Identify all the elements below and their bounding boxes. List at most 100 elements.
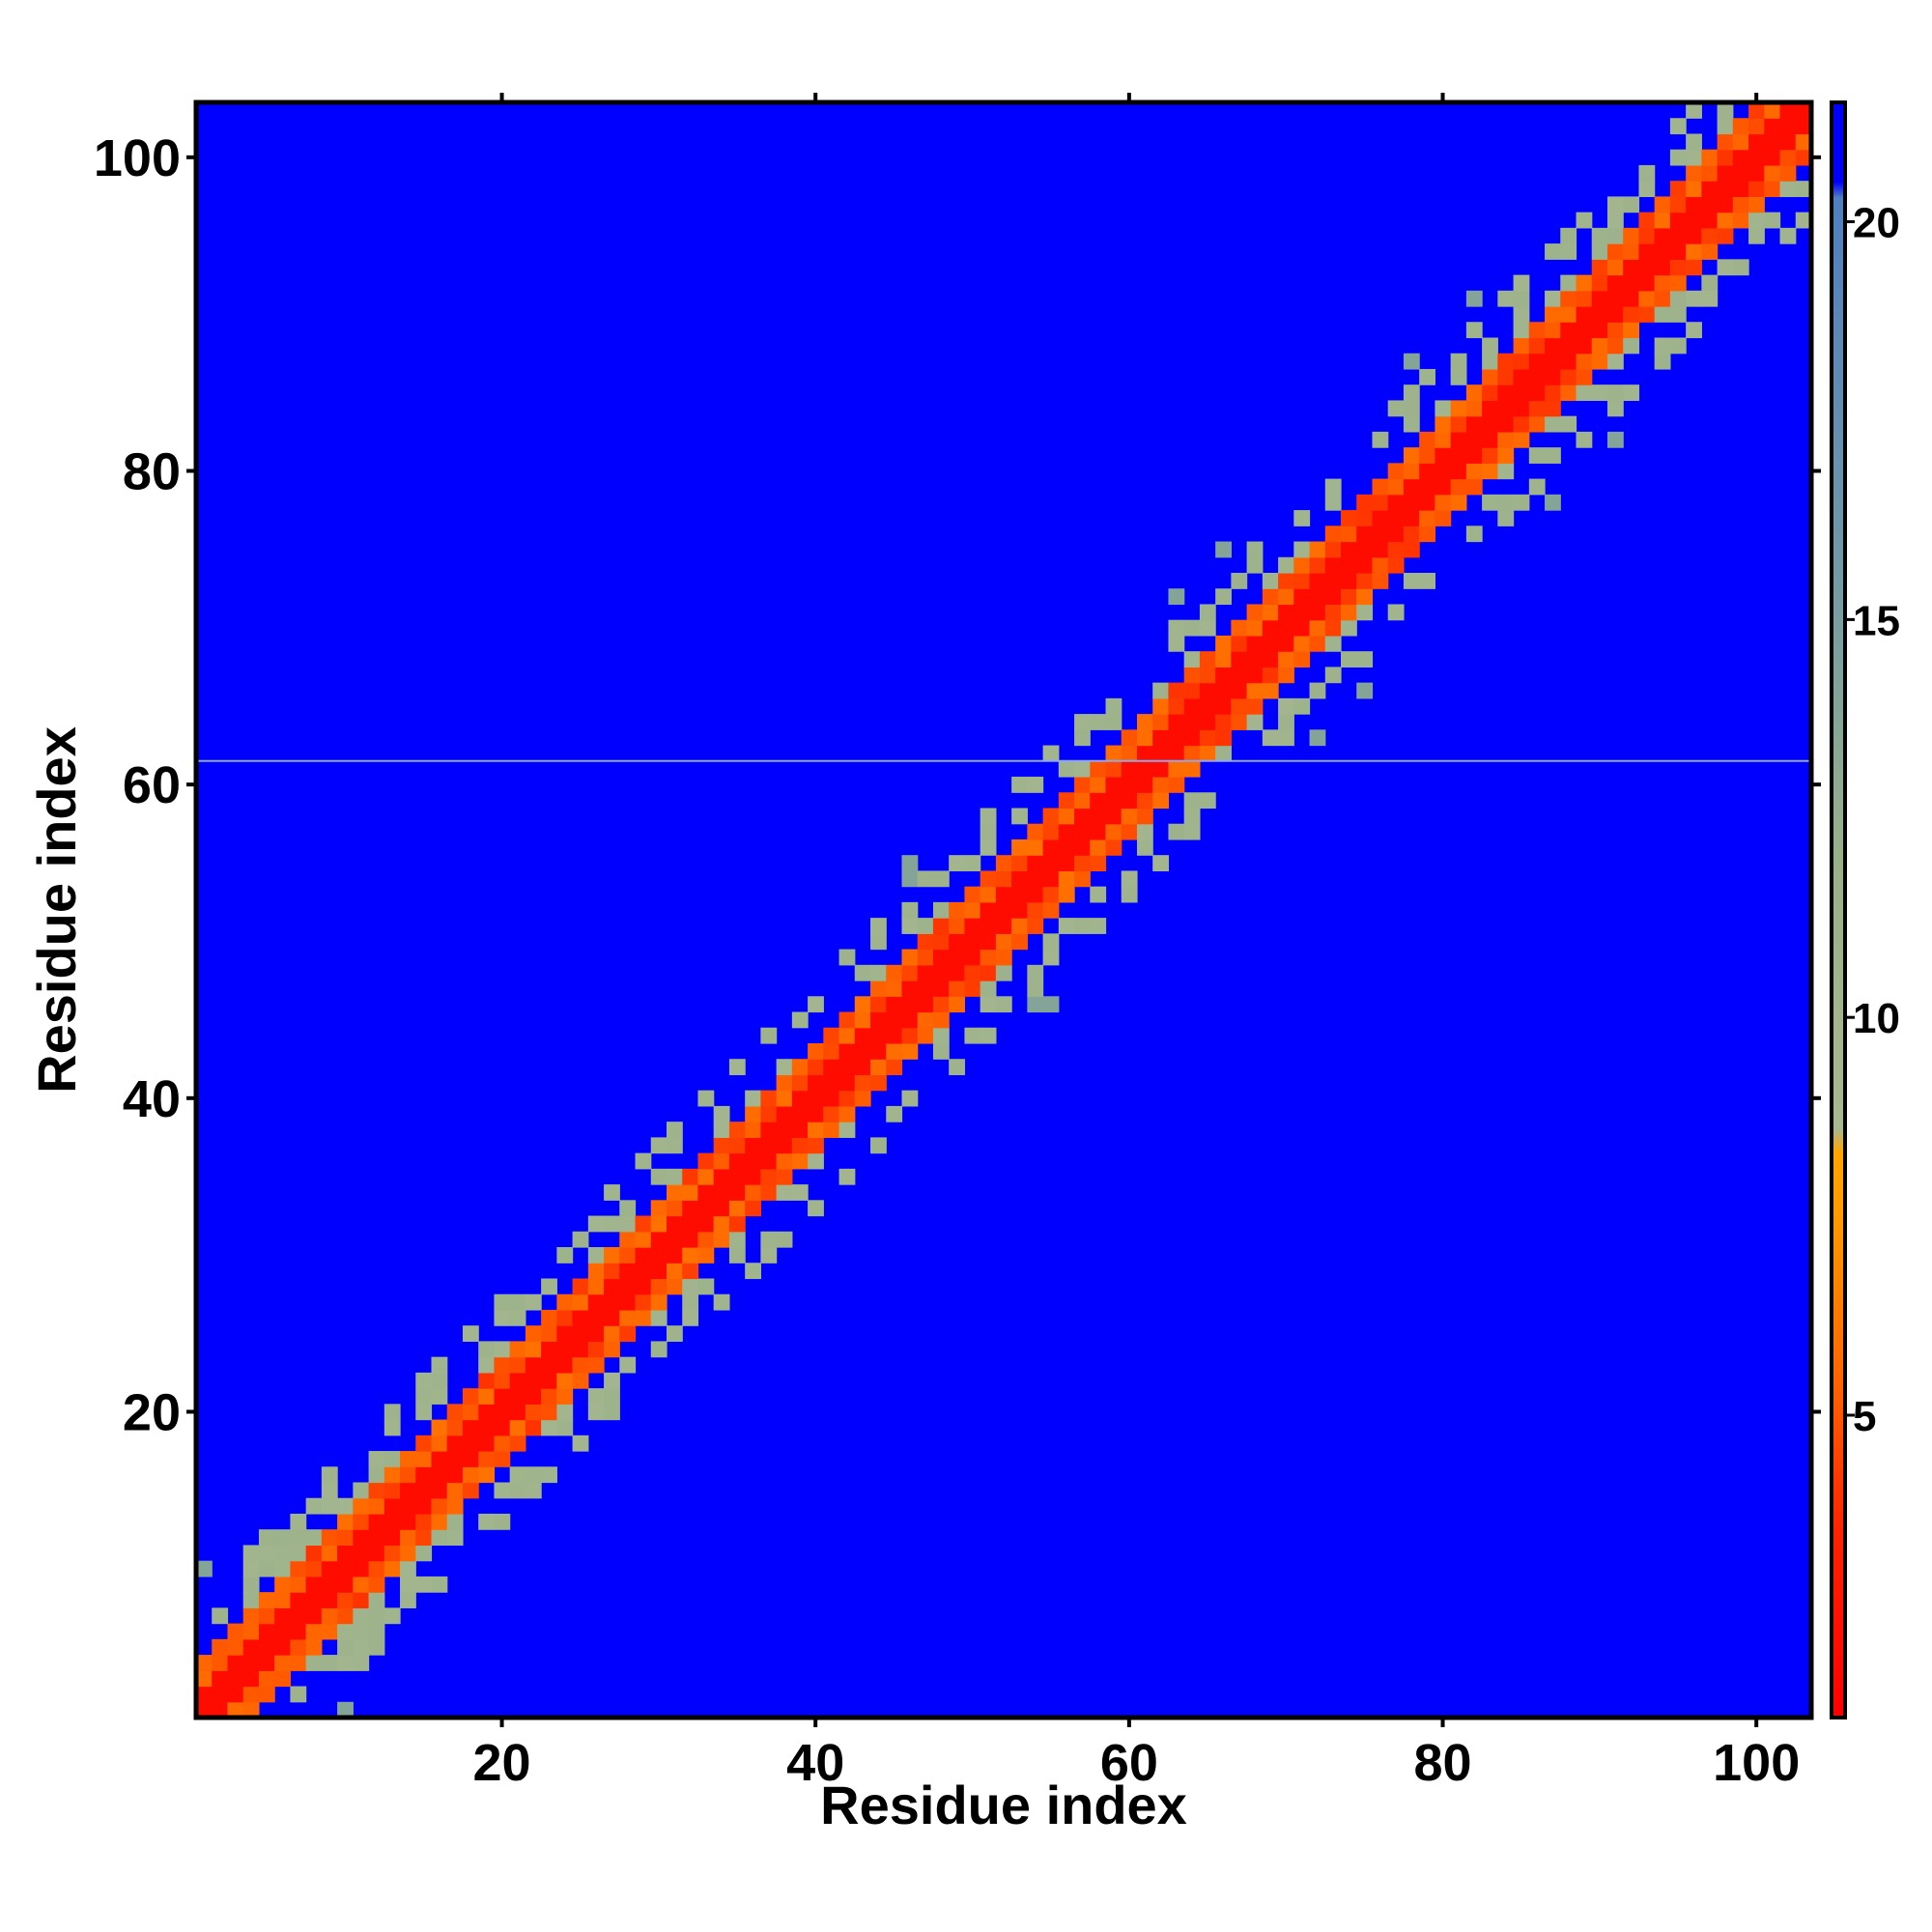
heatmap-cell — [854, 1027, 871, 1044]
heatmap-cell — [1168, 588, 1185, 606]
heatmap-cell — [1576, 306, 1593, 323]
heatmap-cell — [1168, 760, 1185, 778]
heatmap-cell — [1293, 510, 1311, 526]
heatmap-cell — [682, 1184, 699, 1201]
heatmap-cell — [995, 949, 1012, 966]
heatmap-cell — [1403, 415, 1420, 433]
heatmap-cell — [1027, 918, 1044, 934]
heatmap-cell — [980, 1027, 997, 1044]
heatmap-cell — [196, 1655, 213, 1671]
heatmap-cell — [964, 1027, 981, 1044]
heatmap-cell — [290, 1638, 307, 1656]
heatmap-cell — [964, 901, 981, 919]
heatmap-cell — [808, 1200, 824, 1217]
heatmap-cell — [1513, 274, 1530, 292]
heatmap-cell — [368, 1545, 385, 1562]
heatmap-cell — [1669, 196, 1687, 213]
heatmap-cell — [650, 1293, 668, 1311]
heatmap-cell — [1654, 259, 1671, 276]
heatmap-cell — [415, 1372, 433, 1389]
heatmap-cell — [509, 1372, 526, 1389]
heatmap-cell — [446, 1497, 464, 1515]
heatmap-cell — [1090, 808, 1107, 825]
heatmap-cell — [823, 1042, 840, 1060]
heatmap-cell — [353, 1560, 370, 1577]
heatmap-cell — [1090, 886, 1107, 903]
x-axis-title: Residue index — [820, 1775, 1187, 1835]
heatmap-cell — [1262, 651, 1279, 668]
heatmap-cell — [1121, 777, 1138, 793]
heatmap-cell — [1779, 118, 1797, 135]
heatmap-cell — [1482, 368, 1498, 385]
heatmap-cell — [932, 996, 950, 1013]
heatmap-cell — [1795, 149, 1812, 166]
heatmap-cell — [572, 1231, 589, 1248]
heatmap-cell — [462, 1451, 479, 1467]
heatmap-cell — [1341, 619, 1357, 637]
heatmap-cell — [901, 980, 919, 997]
heatmap-cell — [1278, 651, 1294, 668]
heatmap-cell — [808, 996, 824, 1013]
heatmap-cell — [1324, 588, 1342, 606]
heatmap-cell — [666, 1122, 683, 1138]
heatmap-cell — [791, 1152, 809, 1170]
heatmap-cell — [760, 1168, 778, 1185]
heatmap-cell — [353, 1592, 370, 1608]
heatmap-cell — [776, 1074, 793, 1092]
heatmap-cell — [886, 1027, 903, 1044]
heatmap-cell — [619, 1278, 637, 1295]
heatmap-cell — [760, 1090, 778, 1107]
heatmap-cell — [212, 1686, 229, 1703]
heatmap-cell — [1105, 792, 1122, 810]
heatmap-cell — [745, 1152, 761, 1170]
heatmap-cell — [494, 1435, 511, 1452]
heatmap-cell — [1183, 682, 1201, 699]
heatmap-cell — [1623, 259, 1640, 276]
heatmap-cell — [1669, 337, 1687, 355]
heatmap-cell — [745, 1105, 761, 1122]
heatmap-cell — [1152, 682, 1170, 699]
heatmap-cell — [1732, 212, 1749, 229]
heatmap-cell — [1309, 635, 1326, 652]
heatmap-cell — [1168, 823, 1185, 840]
heatmap-cell — [964, 933, 981, 951]
heatmap-cell — [1748, 118, 1765, 135]
heatmap-cell — [1654, 243, 1671, 260]
heatmap-cell — [1606, 337, 1624, 355]
heatmap-cell — [650, 1247, 668, 1264]
heatmap-cell — [274, 1560, 291, 1577]
heatmap-cell — [1606, 212, 1624, 229]
heatmap-cell — [1105, 808, 1122, 825]
heatmap-cell — [870, 933, 887, 951]
heatmap-cell — [400, 1513, 416, 1530]
heatmap-cell — [1419, 368, 1435, 385]
heatmap-cell — [353, 1607, 370, 1625]
heatmap-cell — [1058, 792, 1075, 810]
heatmap-cell — [258, 1545, 275, 1562]
heatmap-cell — [776, 1090, 793, 1107]
heatmap-cell — [1435, 415, 1452, 433]
heatmap-cell — [1183, 729, 1201, 747]
heatmap-cell — [1278, 572, 1294, 589]
heatmap-cell — [462, 1325, 479, 1342]
heatmap-cell — [1638, 259, 1656, 276]
heatmap-cell — [1435, 478, 1452, 496]
heatmap-cell — [1324, 541, 1342, 558]
heatmap-cell — [1638, 306, 1656, 323]
heatmap-cell — [1497, 510, 1515, 526]
heatmap-cell — [1686, 243, 1702, 260]
heatmap-cell — [980, 949, 997, 966]
heatmap-cell — [1199, 604, 1216, 621]
heatmap-cell — [666, 1278, 683, 1295]
heatmap-cell — [650, 1263, 668, 1280]
heatmap-cell — [1278, 588, 1294, 606]
heatmap-cell — [446, 1482, 464, 1499]
heatmap-cell — [1152, 697, 1170, 715]
heatmap-cell — [838, 1090, 856, 1107]
heatmap-cell — [964, 886, 981, 903]
heatmap-cell — [1262, 619, 1279, 637]
heatmap-cell — [1136, 760, 1153, 778]
heatmap-cell — [1372, 541, 1389, 558]
heatmap-cell — [1011, 777, 1028, 793]
heatmap-cell — [1638, 243, 1656, 260]
